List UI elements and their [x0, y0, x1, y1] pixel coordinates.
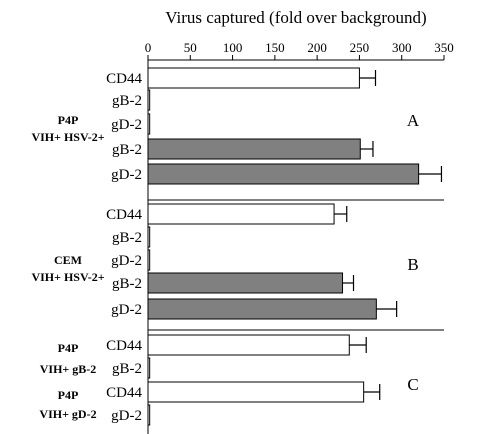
panel-c: C P4P VIH+ gB-2 CD44 gB-2 P4P VIH+ gD-2 CD44 gD-… — [39, 329, 444, 434]
group-label-line: VIH+ HSV-2+ — [31, 270, 104, 284]
x-tick-label: 50 — [184, 40, 197, 55]
bar — [147, 381, 365, 403]
bar — [147, 113, 151, 135]
bar — [147, 249, 151, 271]
group-label-line: VIH+ HSV-2+ — [31, 130, 104, 144]
category-label: gB-2 — [112, 276, 142, 292]
category-label: gD-2 — [111, 253, 142, 269]
category-label: gB-2 — [112, 230, 142, 246]
category-label: gD-2 — [111, 117, 142, 133]
bar — [147, 226, 151, 248]
chart-panels: A P4P VIH+ HSV-2+ CD44 gB-2 gD-2 gB-2 gD-2 B CEM V… — [31, 60, 444, 434]
panel-a: A P4P VIH+ HSV-2+ CD44 gB-2 gD-2 gB-2 gD-2 — [31, 60, 443, 200]
panel-label: C — [407, 375, 418, 394]
group-label-line: CEM — [54, 253, 82, 267]
bar — [147, 89, 151, 111]
x-tick-label: 350 — [434, 40, 454, 55]
group-label-line: P4P — [58, 113, 79, 127]
category-label: gB-2 — [112, 361, 142, 377]
bar — [147, 272, 344, 294]
x-tick-label: 200 — [307, 40, 327, 55]
category-label: gD-2 — [111, 302, 142, 318]
x-tick-label: 100 — [223, 40, 243, 55]
category-label: CD44 — [106, 207, 142, 223]
category-label: gB-2 — [112, 93, 142, 109]
bar — [147, 298, 377, 320]
group-label-line: P4P — [58, 388, 79, 402]
x-tick-label: 300 — [392, 40, 412, 55]
group-label-line: VIH+ gD-2 — [39, 407, 96, 421]
bar — [147, 334, 350, 356]
x-tick-label: 0 — [145, 40, 152, 55]
bar — [147, 67, 360, 89]
group-label-line: VIH+ gB-2 — [40, 362, 97, 376]
bar — [147, 138, 361, 160]
group-label-line: P4P — [58, 341, 79, 355]
category-label: CD44 — [106, 338, 142, 354]
panel-label: A — [407, 111, 420, 130]
category-label: gD-2 — [111, 167, 142, 183]
panel-b: B CEM VIH+ HSV-2+ CD44 gB-2 gD-2 gB-2 gD-2 — [31, 199, 444, 330]
x-tick-label: 150 — [265, 40, 285, 55]
category-label: CD44 — [106, 385, 142, 401]
x-tick-label: 250 — [350, 40, 370, 55]
x-axis: 0 50 100 150 200 250 300 350 — [145, 40, 454, 61]
bar — [147, 357, 151, 379]
category-label: gD-2 — [111, 408, 142, 424]
category-label: gB-2 — [112, 142, 142, 158]
bar — [147, 163, 420, 185]
panel-label: B — [407, 255, 418, 274]
chart-title: Virus captured (fold over background) — [165, 8, 426, 27]
bar — [147, 203, 335, 225]
bar — [147, 404, 151, 426]
category-label: CD44 — [106, 71, 142, 87]
